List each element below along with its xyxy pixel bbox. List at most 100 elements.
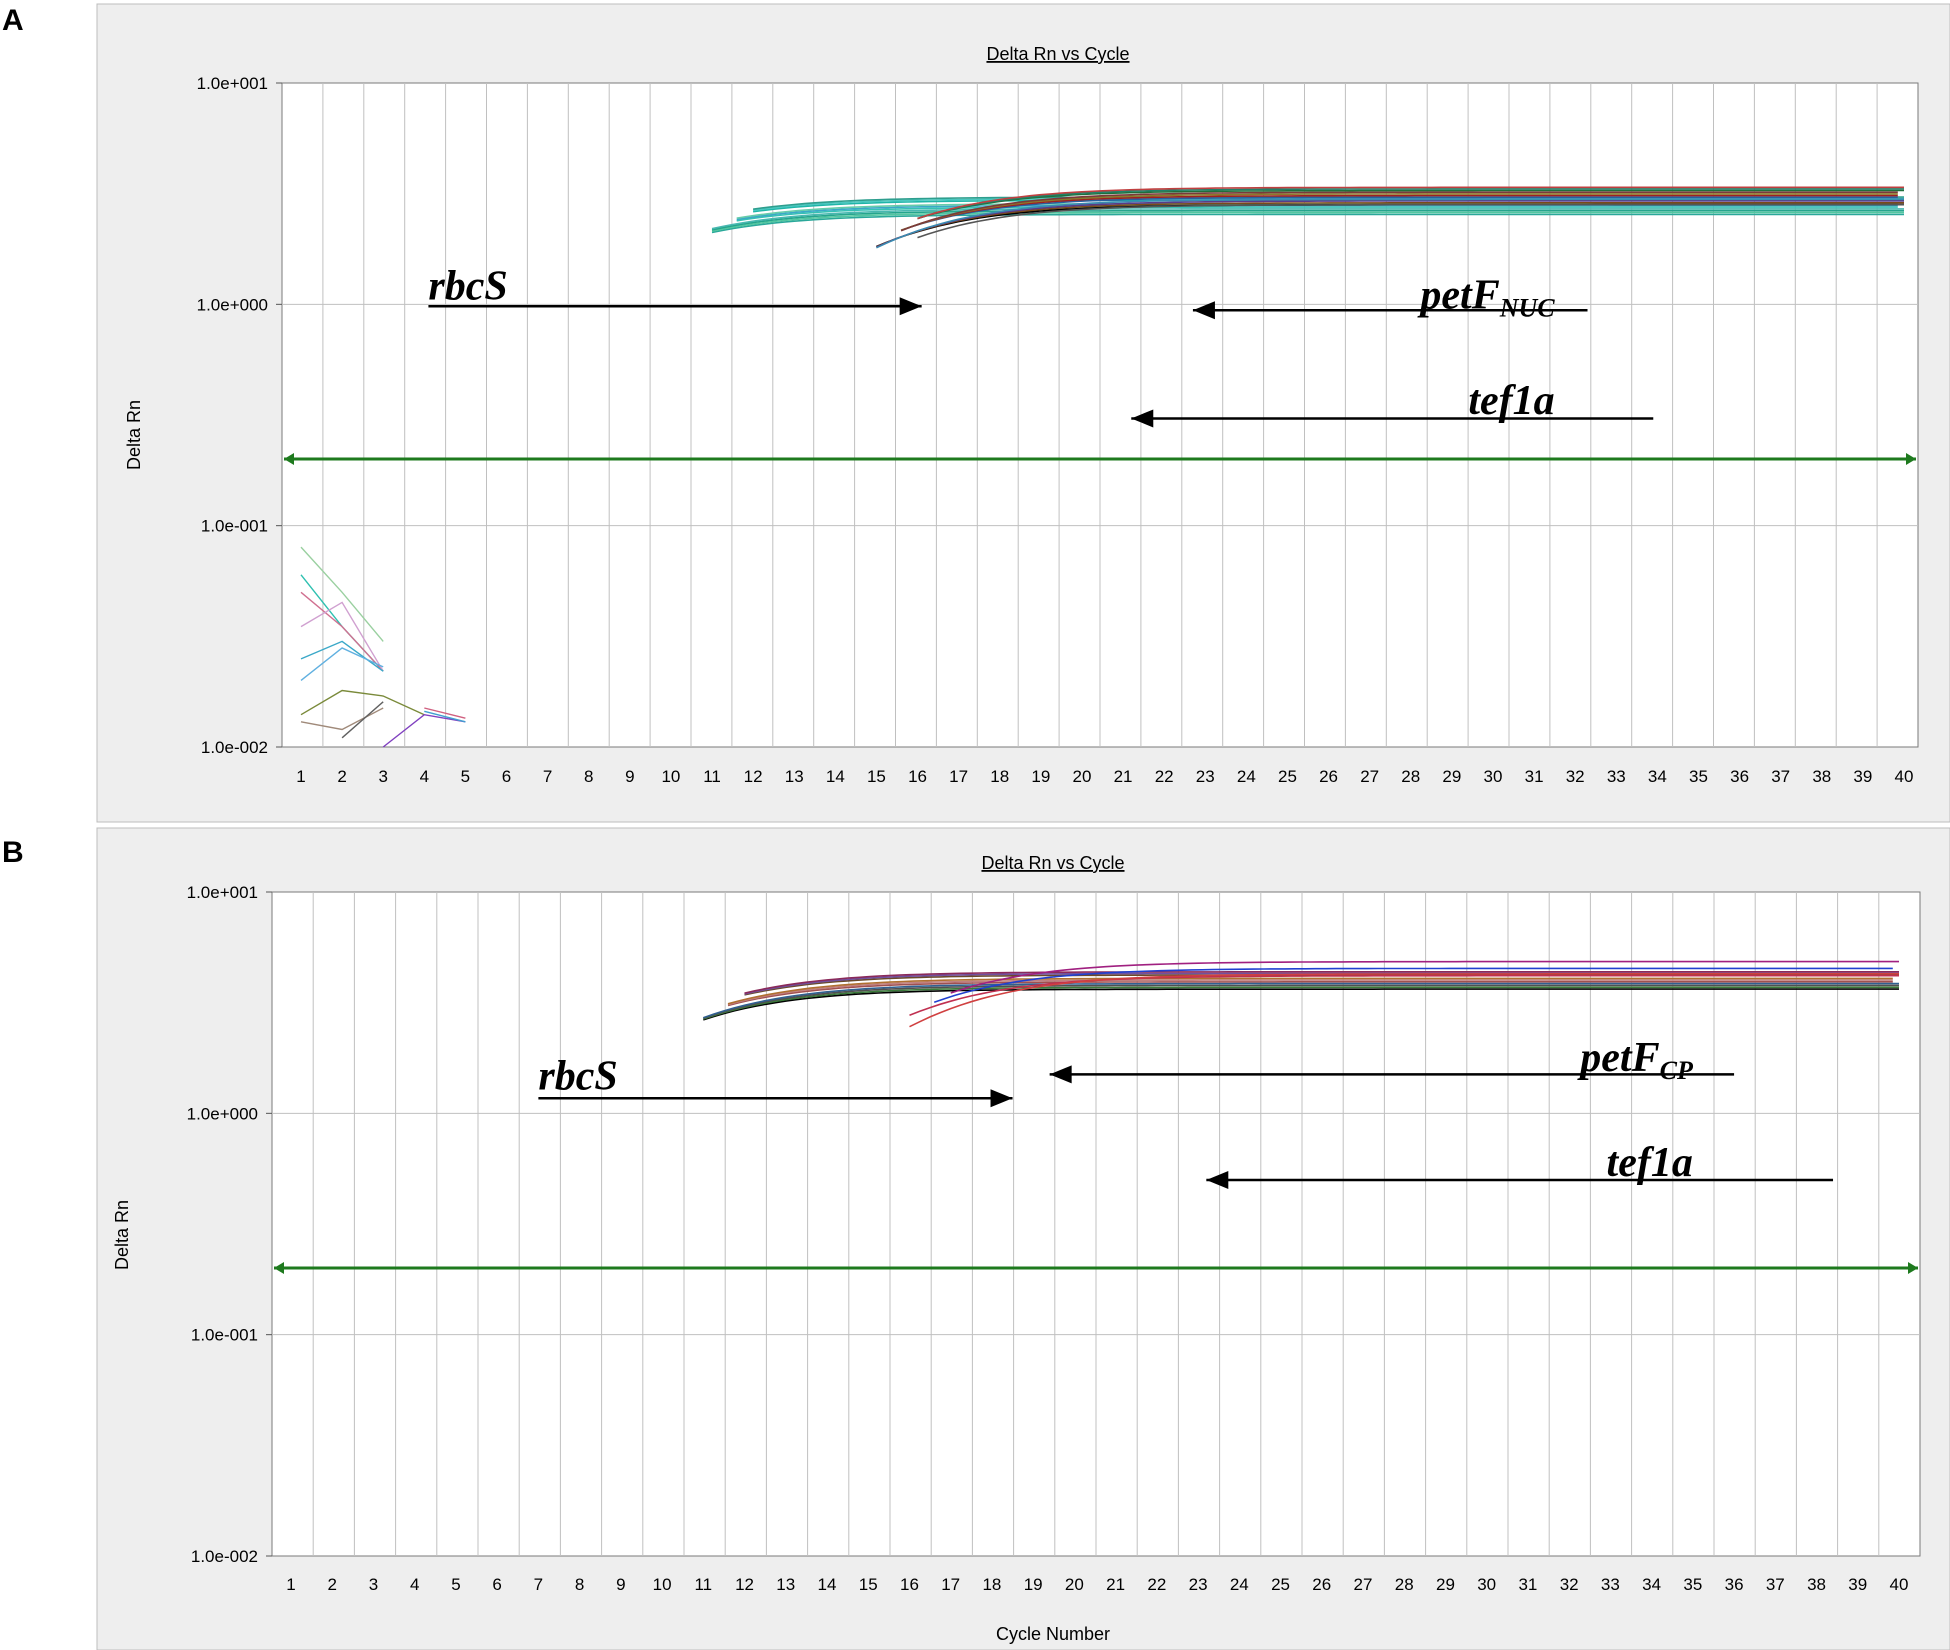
amplification-curve-group-2 <box>900 193 1898 232</box>
panel-b-y-ticks: 1.0e-002 1.0e-001 1.0e+000 1.0e+001 <box>187 883 272 1566</box>
panel-label-a: A <box>2 4 24 37</box>
x-tick-label: 29 <box>1442 767 1461 786</box>
gene-label: rbcS <box>538 1054 617 1100</box>
x-tick-label: 23 <box>1196 767 1215 786</box>
panel-b: B Delta Rn vs Cycle Delta Rn Cycle Numbe… <box>2 827 1950 1650</box>
x-tick-label: 35 <box>1689 767 1708 786</box>
panel-a-x-ticks: 1 2 3 4 5 6 7 8 9 10 11 12 13 14 15 16 17 18 19 20 21 22 23 24 2… <box>296 767 1913 786</box>
x-tick-label: 12 <box>744 767 763 786</box>
x-tick-label: 31 <box>1518 1575 1537 1594</box>
amplification-curve-group-2 <box>909 972 1899 1028</box>
x-tick-label: 28 <box>1395 1575 1414 1594</box>
x-tick-label: 21 <box>1106 1575 1125 1594</box>
x-tick-label: 4 <box>420 767 429 786</box>
amplification-curve-group-2 <box>876 202 1904 248</box>
x-tick-label: 5 <box>461 767 470 786</box>
x-tick-label: 4 <box>410 1575 419 1594</box>
x-tick-label: 33 <box>1601 1575 1620 1594</box>
x-tick-label: 3 <box>378 767 387 786</box>
gene-label-subscript: NUC <box>1499 293 1556 322</box>
x-tick-label: 24 <box>1237 767 1256 786</box>
x-tick-label: 24 <box>1230 1575 1249 1594</box>
panel-a-series <box>300 186 1904 748</box>
x-tick-label: 39 <box>1853 767 1872 786</box>
x-tick-label: 28 <box>1401 767 1420 786</box>
x-tick-label: 9 <box>625 767 634 786</box>
amplification-curve-group-1 <box>711 211 1904 232</box>
amplification-curve-group-2 <box>933 967 1893 1003</box>
amplification-curve-group-1 <box>703 988 1899 1021</box>
x-tick-label: 25 <box>1271 1575 1290 1594</box>
x-tick-label: 27 <box>1360 767 1379 786</box>
amplification-curve-group-1 <box>711 213 1904 234</box>
x-tick-label: 20 <box>1065 1575 1084 1594</box>
amplification-curve-group-1 <box>727 979 1893 1006</box>
amplification-curve-group-2 <box>900 194 1898 232</box>
x-tick-label: 18 <box>990 767 1009 786</box>
x-tick-label: 2 <box>327 1575 336 1594</box>
panel-a-y-ticks: 1.0e-002 1.0e-001 1.0e+000 1.0e+001 <box>197 74 282 757</box>
x-tick-label: 6 <box>492 1575 501 1594</box>
x-tick-label: 30 <box>1477 1575 1496 1594</box>
panel-b-title: Delta Rn vs Cycle <box>981 853 1124 873</box>
x-tick-label: 14 <box>826 767 845 786</box>
amplification-curve-group-2 <box>876 198 1904 249</box>
y-tick-label: 1.0e-001 <box>191 1326 258 1345</box>
panel-a-title: Delta Rn vs Cycle <box>986 44 1129 64</box>
annotation-arrowhead <box>899 297 922 316</box>
panel-a: A Delta Rn vs Cycle Delta Rn 1.0e-0021.0… <box>2 3 1950 823</box>
x-tick-label: 19 <box>1031 767 1050 786</box>
x-tick-label: 33 <box>1607 767 1626 786</box>
y-tick-label: 1.0e-002 <box>191 1547 258 1566</box>
panel-b-threshold <box>274 1262 1918 1275</box>
threshold-arrow-left <box>284 453 294 466</box>
annotation-arrowhead <box>1131 409 1154 428</box>
x-tick-label: 37 <box>1771 767 1790 786</box>
baseline-noise-trace <box>300 546 384 642</box>
baseline-noise-trace <box>300 707 384 731</box>
x-tick-label: 14 <box>818 1575 837 1594</box>
x-tick-label: 27 <box>1354 1575 1373 1594</box>
x-tick-label: 35 <box>1683 1575 1702 1594</box>
amplification-curve-group-1 <box>703 984 1899 1020</box>
x-tick-label: 36 <box>1725 1575 1744 1594</box>
x-tick-label: 12 <box>735 1575 754 1594</box>
amplification-curve-group-1 <box>711 209 1904 231</box>
x-tick-label: 20 <box>1072 767 1091 786</box>
x-tick-label: 30 <box>1484 767 1503 786</box>
x-tick-label: 38 <box>1807 1575 1826 1594</box>
x-tick-label: 16 <box>900 1575 919 1594</box>
amplification-curve-group-2 <box>917 203 1904 239</box>
panel-b-series <box>703 960 1899 1028</box>
x-tick-label: 40 <box>1890 1575 1909 1594</box>
x-tick-label: 26 <box>1312 1575 1331 1594</box>
x-tick-label: 7 <box>543 767 552 786</box>
x-tick-label: 13 <box>785 767 804 786</box>
y-tick-label: 1.0e+000 <box>187 1104 258 1123</box>
amplification-curve-group-2 <box>876 200 1904 248</box>
x-tick-label: 8 <box>575 1575 584 1594</box>
baseline-noise-trace <box>300 601 384 672</box>
amplification-curve-group-2 <box>917 186 1904 220</box>
y-tick-label: 1.0e+000 <box>197 295 268 314</box>
baseline-noise-trace <box>341 701 384 739</box>
panel-a-grid <box>282 83 1918 747</box>
threshold-arrow-left <box>274 1262 284 1275</box>
x-tick-label: 1 <box>286 1575 295 1594</box>
x-tick-label: 10 <box>661 767 680 786</box>
gene-label: tef1a <box>1607 1140 1693 1186</box>
x-tick-label: 5 <box>451 1575 460 1594</box>
baseline-noise-trace <box>300 591 384 672</box>
amplification-curve-group-2 <box>900 191 1898 232</box>
x-tick-label: 16 <box>908 767 927 786</box>
x-tick-label: 23 <box>1189 1575 1208 1594</box>
x-tick-label: 39 <box>1848 1575 1867 1594</box>
amplification-curve-group-2 <box>950 960 1899 994</box>
gene-label-subscript: CP <box>1660 1056 1694 1085</box>
panel-b-xlabel: Cycle Number <box>996 1624 1110 1644</box>
annotation-arrowhead <box>1049 1065 1072 1084</box>
x-tick-label: 18 <box>982 1575 1001 1594</box>
panel-label-b: B <box>2 836 24 869</box>
amplification-curve-group-1 <box>727 977 1893 1005</box>
